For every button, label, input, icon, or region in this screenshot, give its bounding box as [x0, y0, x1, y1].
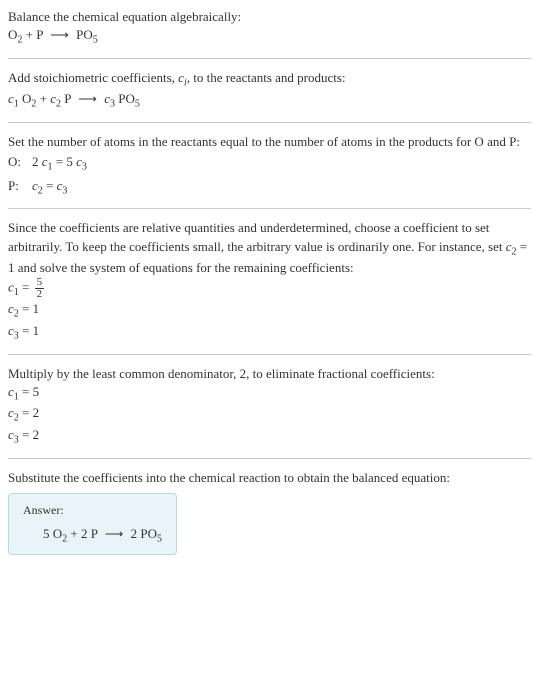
divider — [8, 122, 531, 123]
divider — [8, 58, 531, 59]
ans-pre: 5 O — [43, 526, 62, 541]
step5-section: Substitute the coefficients into the che… — [8, 469, 531, 556]
step1-text: Add stoichiometric coefficients, ci, to … — [8, 69, 531, 91]
divider — [8, 354, 531, 355]
step4-eq1: c1 = 5 — [8, 383, 531, 405]
ans-mid: + 2 P — [67, 526, 101, 541]
sp-po5: PO — [115, 91, 135, 106]
step3-eq1: c1 = 52 — [8, 277, 531, 300]
arrow-icon: ⟶ — [50, 27, 69, 42]
answer-label: Answer: — [23, 502, 162, 519]
step3-eq2: c2 = 1 — [8, 300, 531, 322]
step3-pre: Since the coefficients are relative quan… — [8, 220, 506, 253]
po5-sub2: 5 — [135, 99, 140, 110]
step3-section: Since the coefficients are relative quan… — [8, 219, 531, 343]
atom-row-p: P: c2 = c3 — [8, 177, 531, 199]
o-pre: 2 — [32, 154, 42, 169]
step4-eq2: c2 = 2 — [8, 404, 531, 426]
intro-section: Balance the chemical equation algebraica… — [8, 8, 531, 48]
step5-text: Substitute the coefficients into the che… — [8, 469, 531, 487]
plus2: + — [36, 91, 50, 106]
step1-equation: c1 O2 + c2 P ⟶ c3 PO5 — [8, 90, 531, 112]
step4-section: Multiply by the least common denominator… — [8, 365, 531, 448]
ans-arrow-icon: ⟶ — [105, 526, 124, 541]
intro-text: Balance the chemical equation algebraica… — [8, 8, 531, 26]
step4-text: Multiply by the least common denominator… — [8, 365, 531, 383]
answer-equation: 5 O2 + 2 P ⟶ 2 PO5 — [23, 525, 162, 547]
step2-section: Set the number of atoms in the reactants… — [8, 133, 531, 198]
o-mid: = 5 — [53, 154, 77, 169]
arrow2-icon: ⟶ — [78, 91, 97, 106]
o-label: O: — [8, 153, 32, 175]
step3-eq3: c3 = 1 — [8, 322, 531, 344]
step2-text: Set the number of atoms in the reactants… — [8, 133, 531, 151]
s4-eq3-val: = 2 — [19, 427, 39, 442]
ans-post: 2 PO — [127, 526, 157, 541]
product-po5: PO — [73, 27, 93, 42]
o-equation: 2 c1 = 5 c3 — [32, 153, 531, 175]
eq1-eq: = — [19, 280, 33, 295]
p-label: P: — [8, 177, 32, 199]
step1-text-post: , to the reactants and products: — [187, 70, 346, 85]
fraction: 52 — [35, 277, 45, 300]
eq2-val: = 1 — [19, 301, 39, 316]
sp-p: P — [61, 91, 74, 106]
s4-eq2-val: = 2 — [19, 405, 39, 420]
sp-o2: O — [19, 91, 32, 106]
step4-eq3: c3 = 2 — [8, 426, 531, 448]
p-c3-sub: 3 — [62, 185, 67, 196]
po5-subscript: 5 — [93, 35, 98, 46]
reactant-o2: O — [8, 27, 17, 42]
intro-equation: O2 + P ⟶ PO5 — [8, 26, 531, 48]
eq3-val: = 1 — [19, 323, 39, 338]
divider — [8, 208, 531, 209]
ans-po5-sub: 5 — [157, 533, 162, 544]
plus-p: + P — [22, 27, 46, 42]
frac-den: 2 — [35, 289, 45, 300]
answer-box: Answer: 5 O2 + 2 P ⟶ 2 PO5 — [8, 493, 177, 555]
step1-section: Add stoichiometric coefficients, ci, to … — [8, 69, 531, 112]
p-equation: c2 = c3 — [32, 177, 531, 199]
step3-text: Since the coefficients are relative quan… — [8, 219, 531, 277]
s4-eq1-val: = 5 — [19, 384, 39, 399]
p-mid: = — [43, 178, 57, 193]
divider — [8, 458, 531, 459]
o-c3-sub: 3 — [82, 162, 87, 173]
step1-text-pre: Add stoichiometric coefficients, — [8, 70, 178, 85]
atom-row-o: O: 2 c1 = 5 c3 — [8, 153, 531, 175]
